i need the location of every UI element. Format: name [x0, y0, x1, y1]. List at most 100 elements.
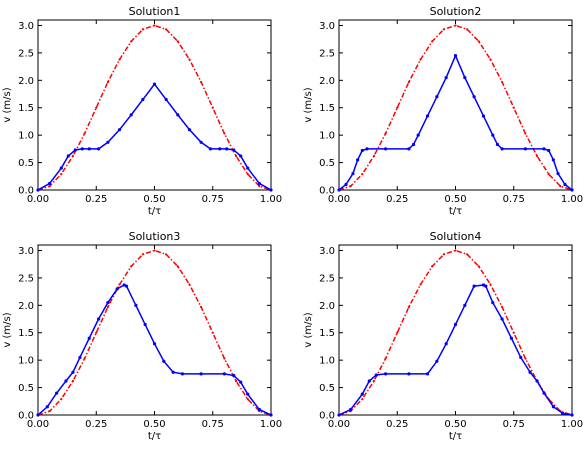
reference-point [48, 185, 51, 188]
data-point [523, 147, 528, 151]
reference-point [246, 397, 249, 401]
y-tick-label: 1.0 [18, 356, 34, 367]
data-point [257, 407, 261, 412]
data-point [472, 284, 476, 288]
data-point [45, 405, 49, 409]
reference-point [95, 331, 98, 334]
x-tick-label: 0.00 [27, 419, 49, 430]
reference-point [489, 283, 492, 286]
data-point [152, 82, 157, 86]
y-tick-label: 3.0 [319, 246, 335, 257]
reference-point [407, 305, 410, 309]
y-tick-label: 2.0 [18, 76, 34, 87]
data-point [117, 128, 122, 132]
data-point [551, 405, 555, 409]
x-tick-label: 1.00 [260, 419, 282, 430]
data-point [356, 158, 360, 162]
plot-area [338, 19, 573, 191]
y-tick-label: 0.5 [18, 158, 34, 169]
data-point [367, 379, 371, 383]
data-point [509, 336, 514, 340]
data-point [561, 411, 565, 415]
data-point [435, 359, 439, 363]
data-point [384, 147, 388, 151]
reference-point [442, 28, 445, 31]
x-axis-label: t/τ [449, 206, 462, 217]
reference-point [234, 154, 238, 158]
reference-point [466, 253, 469, 256]
reference-point [83, 357, 86, 360]
data-point [171, 370, 175, 374]
data-point [87, 336, 91, 340]
x-tick-label: 0.00 [328, 194, 350, 205]
data-point [491, 300, 495, 305]
reference-point [477, 40, 480, 43]
y-tick-label: 1.5 [319, 103, 335, 114]
reference-point [223, 357, 226, 360]
data-point [425, 372, 430, 376]
reference-point [419, 283, 422, 286]
data-point [96, 317, 101, 321]
data-point [365, 147, 369, 151]
y-tick-label: 0.5 [319, 383, 335, 394]
x-tick-label: 0.75 [202, 419, 224, 430]
data-point [563, 182, 567, 187]
data-point [36, 413, 40, 417]
data-point [66, 154, 70, 158]
reference-point [118, 58, 121, 61]
data-point [232, 373, 236, 378]
reference-point [559, 185, 562, 188]
x-tick-label: 0.75 [503, 194, 525, 205]
chart-title: Solution2 [430, 5, 482, 18]
reference-point [431, 40, 434, 43]
reference-point [223, 132, 226, 135]
reference-point [211, 106, 214, 109]
y-axis-label: v (m/s) [2, 312, 13, 347]
x-tick-label: 1.00 [561, 194, 583, 205]
chart-panel-3: Solution3 0.00 0.25 0.50 0.75 1.00 0.0 0.5 1.0 1.… [2, 230, 282, 442]
data-point [481, 114, 486, 118]
data-point [453, 322, 458, 327]
y-tick-label: 0.0 [319, 411, 335, 422]
x-tick-label: 0.50 [444, 419, 466, 430]
reference-point [372, 154, 376, 158]
reference-point [246, 172, 249, 176]
data-point [551, 158, 555, 162]
data-point [453, 54, 458, 58]
data-point [269, 413, 273, 417]
x-axis-label: t/τ [148, 431, 161, 442]
reference-point [71, 154, 75, 158]
reference-point [153, 249, 156, 252]
reference-point [524, 132, 527, 135]
data-point [164, 97, 168, 102]
data-point [407, 147, 411, 151]
reference-point [524, 357, 527, 360]
reference-point [234, 379, 238, 383]
data-point [570, 413, 574, 417]
reference-point [200, 80, 203, 84]
data-point [425, 114, 430, 118]
y-tick-label: 0.0 [319, 186, 335, 197]
y-tick-label: 1.0 [18, 131, 34, 142]
y-tick-label: 3.0 [18, 246, 34, 257]
reference-point [60, 397, 63, 401]
data-point [360, 392, 364, 396]
reference-point [48, 410, 51, 413]
reference-point [153, 24, 156, 27]
reference-point [95, 106, 98, 109]
reference-curve [339, 249, 572, 415]
data-point [80, 147, 84, 151]
reference-point [188, 58, 191, 61]
y-tick-label: 2.0 [319, 76, 335, 87]
reference-point [83, 132, 86, 135]
y-tick-label: 1.5 [18, 328, 34, 339]
data-point [484, 284, 488, 288]
y-tick-label: 1.5 [319, 328, 335, 339]
data-point [528, 370, 532, 374]
reference-point [361, 172, 364, 176]
reference-point [512, 106, 515, 109]
plot-area [37, 244, 272, 416]
y-tick-label: 2.0 [18, 301, 34, 312]
data-point [337, 188, 341, 192]
reference-point [176, 40, 179, 43]
